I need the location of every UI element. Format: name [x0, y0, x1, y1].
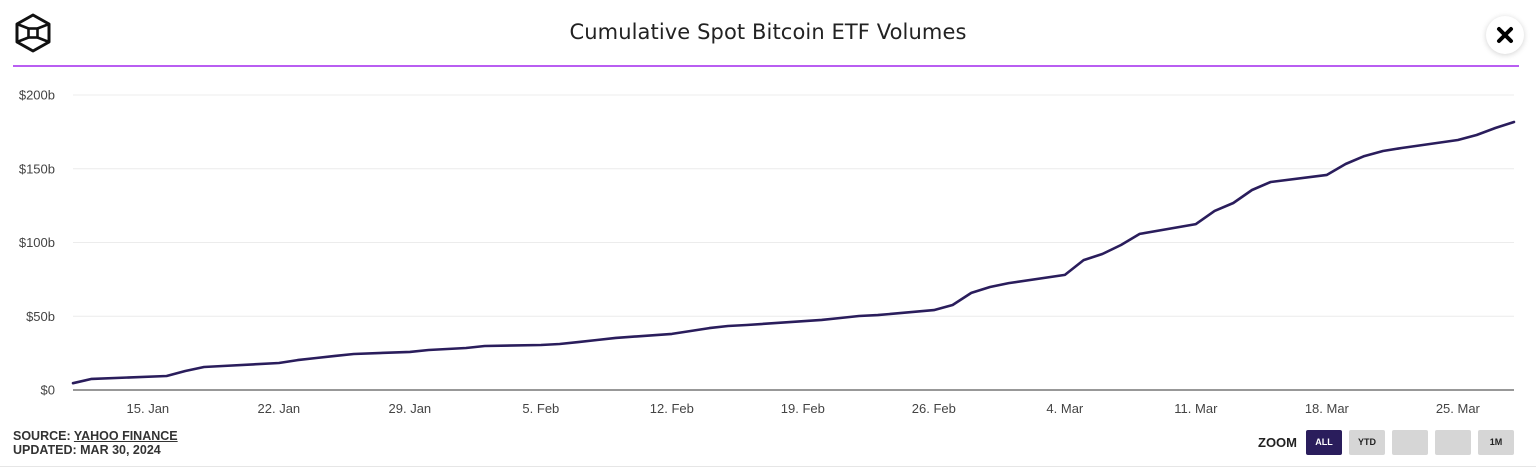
data-point[interactable] — [184, 370, 186, 372]
data-point[interactable] — [933, 309, 935, 311]
data-point[interactable] — [951, 304, 953, 306]
source-line: SOURCE: YAHOO FINANCE — [13, 429, 178, 443]
data-point[interactable] — [72, 382, 74, 384]
data-point[interactable] — [746, 324, 748, 326]
data-point[interactable] — [409, 351, 411, 353]
y-tick-label: $200b — [19, 88, 55, 103]
line-chart: $0 $50b $100b $150b $200b 15. Jan 22. Jan 29. … — [19, 88, 1516, 416]
data-point[interactable] — [558, 343, 560, 345]
data-point[interactable] — [596, 339, 598, 341]
chart-footer: SOURCE: YAHOO FINANCE UPDATED: MAR 30, 2… — [13, 429, 178, 457]
data-point[interactable] — [222, 365, 224, 367]
data-point[interactable] — [877, 314, 879, 316]
data-point[interactable] — [1082, 259, 1084, 261]
data-point[interactable] — [91, 378, 93, 380]
zoom-label: ZOOM — [1258, 434, 1297, 450]
gridlines — [73, 94, 1514, 317]
series-line — [71, 120, 1516, 385]
x-tick-label: 5. Feb — [522, 401, 559, 416]
data-point[interactable] — [353, 353, 355, 355]
x-tick-label: 18. Mar — [1305, 401, 1350, 416]
y-tick-label: $150b — [19, 161, 55, 176]
data-point[interactable] — [615, 337, 617, 339]
data-point[interactable] — [1232, 202, 1234, 204]
series-points — [72, 121, 1515, 385]
data-point[interactable] — [1139, 233, 1141, 235]
data-point[interactable] — [1251, 189, 1253, 191]
data-point[interactable] — [689, 330, 691, 332]
data-point[interactable] — [446, 348, 448, 350]
data-point[interactable] — [970, 292, 972, 294]
hexagon-cube-logo-icon — [13, 13, 53, 53]
zoom-button-ytd[interactable]: YTD — [1349, 429, 1385, 455]
data-point[interactable] — [1475, 134, 1477, 136]
data-point[interactable] — [1401, 147, 1403, 149]
source-label: SOURCE: — [13, 429, 71, 443]
data-point[interactable] — [671, 333, 673, 335]
data-point[interactable] — [1101, 253, 1103, 255]
data-point[interactable] — [165, 375, 167, 377]
data-point[interactable] — [1213, 210, 1215, 212]
data-point[interactable] — [1008, 282, 1010, 284]
y-tick-label: $50b — [26, 309, 55, 324]
data-point[interactable] — [708, 327, 710, 329]
data-point[interactable] — [1120, 244, 1122, 246]
updated-date: UPDATED: MAR 30, 2024 — [13, 443, 161, 457]
data-point[interactable] — [465, 347, 467, 349]
data-point[interactable] — [727, 325, 729, 327]
data-point[interactable] — [1270, 181, 1272, 183]
zoom-button-1m[interactable]: 1M — [1478, 429, 1514, 455]
data-point[interactable] — [427, 349, 429, 351]
x-tick-label: 19. Feb — [781, 401, 825, 416]
data-point[interactable] — [484, 345, 486, 347]
data-point[interactable] — [203, 366, 205, 368]
x-tick-label: 25. Mar — [1436, 401, 1481, 416]
data-point[interactable] — [1064, 274, 1066, 276]
bottom-divider — [0, 466, 1536, 467]
chart-title: Cumulative Spot Bitcoin ETF Volumes — [569, 20, 967, 44]
data-point[interactable] — [820, 319, 822, 321]
data-point[interactable] — [315, 357, 317, 359]
data-point[interactable] — [989, 286, 991, 288]
data-point[interactable] — [1457, 139, 1459, 141]
data-point[interactable] — [540, 344, 542, 346]
y-tick-label: $0 — [41, 383, 55, 398]
data-point[interactable] — [1363, 155, 1365, 157]
close-icon — [1497, 27, 1513, 43]
data-point[interactable] — [858, 315, 860, 317]
zoom-button-blank-1[interactable] — [1392, 429, 1428, 455]
source-link[interactable]: YAHOO FINANCE — [73, 429, 178, 443]
data-point[interactable] — [296, 359, 298, 361]
x-tick-label: 15. Jan — [127, 401, 170, 416]
data-point[interactable] — [1326, 174, 1328, 176]
data-point[interactable] — [1195, 223, 1197, 225]
x-tick-label: 12. Feb — [650, 401, 694, 416]
data-point[interactable] — [1513, 121, 1515, 123]
x-tick-label: 4. Mar — [1046, 401, 1084, 416]
data-point[interactable] — [577, 341, 579, 343]
header-divider — [13, 65, 1519, 67]
data-point[interactable] — [278, 362, 280, 364]
zoom-button-all[interactable]: ALL — [1306, 429, 1342, 455]
x-tick-label: 29. Jan — [389, 401, 432, 416]
x-tick-label: 11. Mar — [1174, 401, 1218, 416]
y-axis-ticks: $0 $50b $100b $150b $200b — [19, 88, 55, 398]
close-button[interactable] — [1486, 16, 1524, 54]
data-point[interactable] — [839, 317, 841, 319]
data-point[interactable] — [1382, 150, 1384, 152]
data-point[interactable] — [1494, 127, 1496, 129]
zoom-button-blank-2[interactable] — [1435, 429, 1471, 455]
data-point[interactable] — [334, 355, 336, 357]
x-tick-label: 22. Jan — [258, 401, 301, 416]
y-tick-label: $100b — [19, 235, 55, 250]
zoom-controls: ZOOM ALL YTD 1M — [1258, 429, 1521, 455]
x-tick-label: 26. Feb — [912, 401, 956, 416]
x-axis-ticks: 15. Jan 22. Jan 29. Jan 5. Feb 12. Feb 19. Fe… — [127, 401, 1481, 416]
data-point[interactable] — [1344, 163, 1346, 165]
